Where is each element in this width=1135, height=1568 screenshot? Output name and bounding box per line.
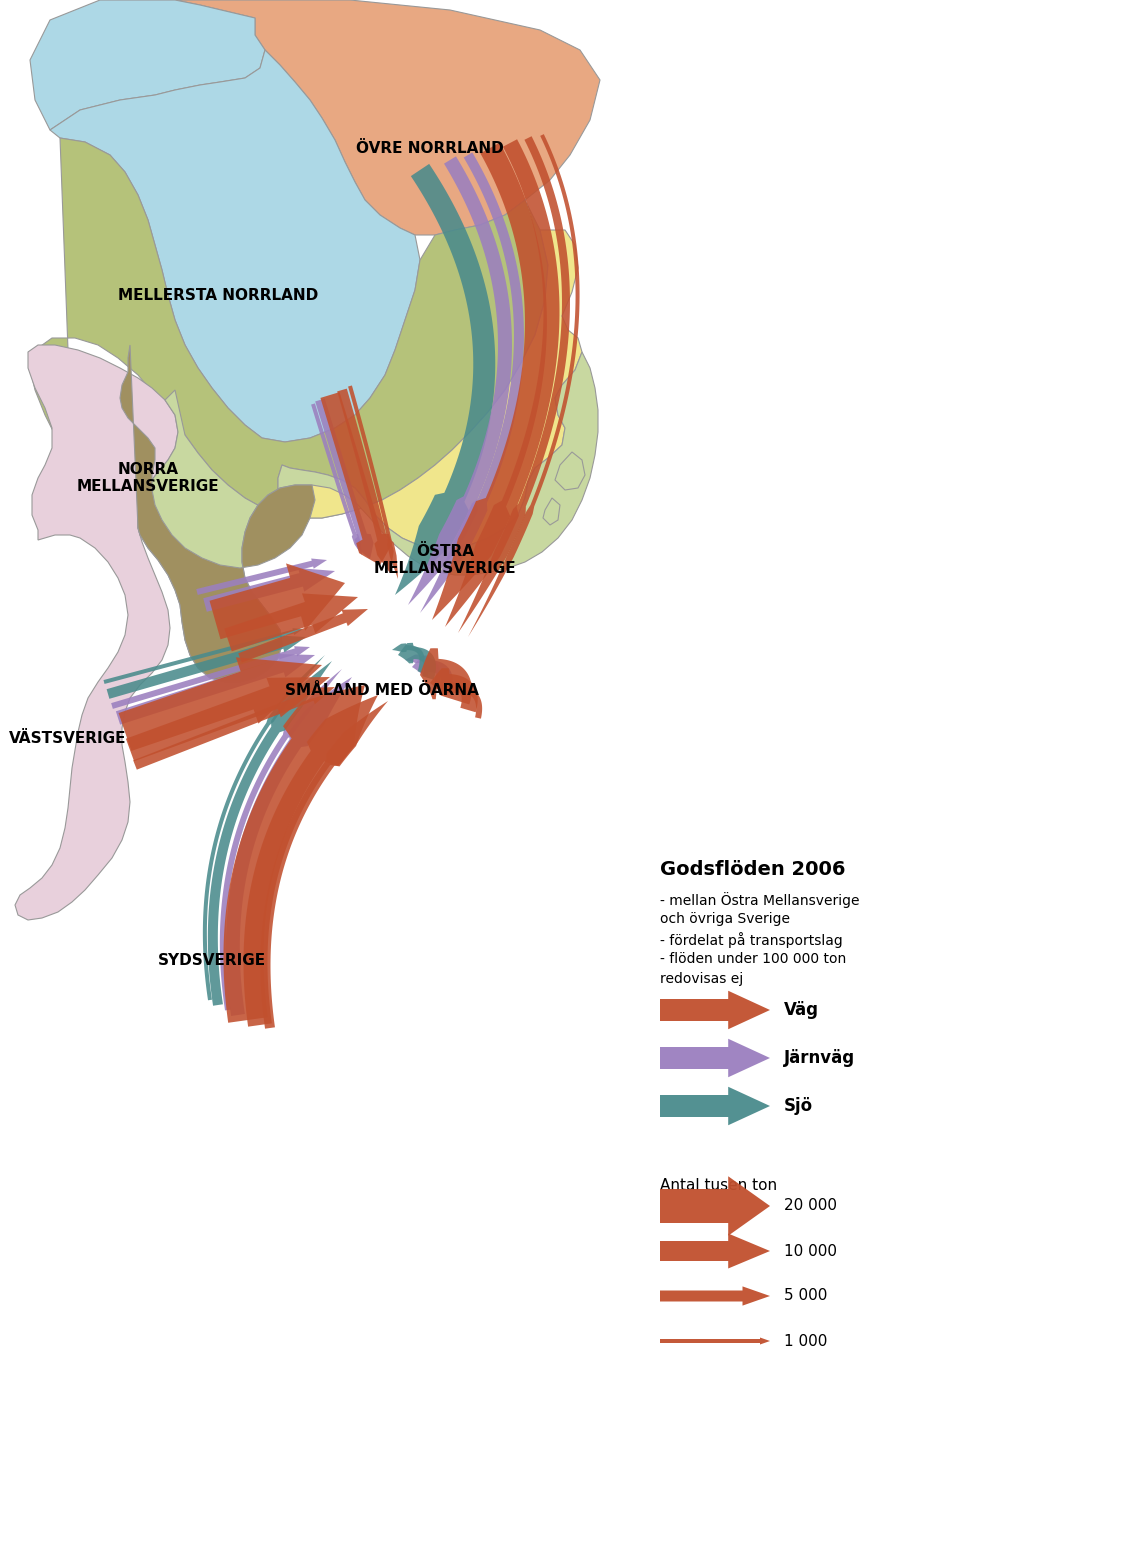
Polygon shape — [337, 389, 394, 572]
Polygon shape — [133, 687, 335, 770]
Polygon shape — [15, 345, 178, 920]
Text: NORRA
MELLANSVERIGE: NORRA MELLANSVERIGE — [77, 463, 219, 494]
Polygon shape — [118, 657, 322, 751]
Polygon shape — [432, 143, 547, 619]
Text: VÄSTSVERIGE: VÄSTSVERIGE — [9, 731, 127, 745]
Text: Antal tusen ton: Antal tusen ton — [659, 1178, 777, 1193]
Text: 20 000: 20 000 — [784, 1198, 836, 1214]
Text: 1 000: 1 000 — [784, 1333, 827, 1348]
Polygon shape — [120, 345, 316, 682]
Polygon shape — [445, 140, 560, 627]
Polygon shape — [111, 646, 310, 709]
Polygon shape — [430, 668, 478, 712]
Text: 10 000: 10 000 — [784, 1243, 836, 1259]
Polygon shape — [659, 991, 770, 1029]
Polygon shape — [203, 655, 325, 1000]
Text: Godsflöden 2006: Godsflöden 2006 — [659, 859, 846, 880]
Polygon shape — [126, 677, 330, 762]
Polygon shape — [320, 392, 392, 564]
Polygon shape — [175, 0, 600, 235]
Polygon shape — [196, 558, 327, 594]
Text: ÖSTRA
MELLANSVERIGE: ÖSTRA MELLANSVERIGE — [373, 544, 516, 575]
Polygon shape — [210, 563, 345, 640]
Text: och övriga Sverige: och övriga Sverige — [659, 913, 790, 927]
Polygon shape — [50, 50, 420, 442]
Polygon shape — [30, 138, 548, 535]
Text: redovisas ej: redovisas ej — [659, 972, 743, 986]
Polygon shape — [395, 165, 495, 594]
Polygon shape — [226, 677, 352, 1016]
Polygon shape — [405, 654, 440, 685]
Text: SYDSVERIGE: SYDSVERIGE — [158, 952, 266, 967]
Polygon shape — [659, 1338, 770, 1344]
Polygon shape — [311, 403, 362, 555]
Polygon shape — [116, 654, 316, 724]
Polygon shape — [203, 568, 335, 612]
Polygon shape — [244, 695, 378, 1027]
Polygon shape — [208, 662, 333, 1005]
Text: Väg: Väg — [784, 1000, 819, 1019]
Text: ÖVRE NORRLAND: ÖVRE NORRLAND — [356, 141, 504, 155]
Polygon shape — [543, 499, 560, 525]
Polygon shape — [392, 643, 424, 673]
Polygon shape — [407, 157, 512, 605]
Polygon shape — [220, 670, 342, 1010]
Polygon shape — [412, 655, 453, 693]
Polygon shape — [278, 230, 582, 547]
Polygon shape — [659, 1176, 770, 1236]
Text: SMÅLAND MED ÖARNA: SMÅLAND MED ÖARNA — [285, 682, 479, 698]
Polygon shape — [398, 643, 436, 681]
Polygon shape — [459, 136, 570, 633]
Polygon shape — [107, 635, 306, 699]
Polygon shape — [261, 701, 388, 1029]
Polygon shape — [316, 398, 373, 560]
Text: - mellan Östra Mellansverige: - mellan Östra Mellansverige — [659, 892, 859, 908]
Polygon shape — [659, 1087, 770, 1126]
Polygon shape — [224, 685, 365, 1022]
Text: - flöden under 100 000 ton: - flöden under 100 000 ton — [659, 952, 847, 966]
Polygon shape — [420, 648, 472, 704]
Polygon shape — [659, 1234, 770, 1269]
Polygon shape — [138, 351, 598, 682]
Polygon shape — [438, 682, 482, 718]
Polygon shape — [468, 135, 580, 637]
Polygon shape — [659, 1286, 770, 1306]
Polygon shape — [348, 386, 398, 579]
Polygon shape — [225, 593, 358, 651]
Polygon shape — [103, 629, 303, 684]
Text: MELLERSTA NORRLAND: MELLERSTA NORRLAND — [118, 287, 318, 303]
Polygon shape — [420, 152, 524, 613]
Text: - fördelat på transportslag: - fördelat på transportslag — [659, 931, 843, 949]
Polygon shape — [30, 0, 264, 130]
Text: Järnväg: Järnväg — [784, 1049, 855, 1066]
Polygon shape — [238, 608, 368, 663]
Polygon shape — [555, 452, 585, 491]
Text: Sjö: Sjö — [784, 1098, 813, 1115]
Text: 5 000: 5 000 — [784, 1289, 827, 1303]
Polygon shape — [659, 1038, 770, 1077]
